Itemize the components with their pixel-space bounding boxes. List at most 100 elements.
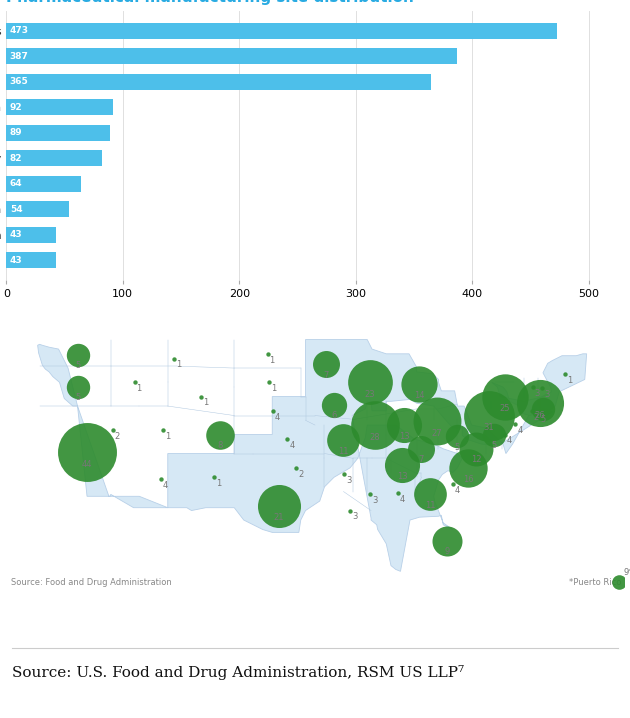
Point (72, 381, 83, 393)
Text: 43: 43 (10, 230, 23, 239)
Point (268, 405, 278, 416)
Point (340, 469, 350, 480)
Text: 89: 89 (10, 129, 23, 137)
Point (329, 399, 339, 411)
Text: 26: 26 (535, 411, 546, 419)
Text: 4: 4 (289, 441, 295, 450)
Text: 3: 3 (534, 389, 540, 398)
Point (448, 478, 458, 490)
Point (338, 434, 348, 446)
Point (484, 410, 494, 421)
Bar (6, 201, 69, 217)
Point (416, 443, 427, 454)
Point (535, 398, 545, 409)
Text: 4: 4 (507, 437, 512, 445)
Point (442, 535, 452, 546)
Text: 11: 11 (425, 501, 435, 510)
Text: 64: 64 (10, 180, 23, 188)
Point (510, 419, 520, 430)
Bar (6, 23, 558, 39)
Text: 13: 13 (397, 472, 408, 480)
Text: 4: 4 (455, 486, 460, 495)
Text: Source: Food and Drug Administration: Source: Food and Drug Administration (11, 577, 172, 587)
Text: Source: U.S. Food and Drug Administration, RSM US LLP⁷: Source: U.S. Food and Drug Administratio… (13, 665, 464, 680)
Point (365, 489, 375, 500)
Bar (6, 99, 113, 115)
Polygon shape (38, 340, 587, 572)
Point (425, 489, 435, 500)
Point (527, 381, 537, 393)
Text: 82: 82 (10, 154, 22, 163)
Text: 2: 2 (534, 413, 539, 421)
Text: 1: 1 (176, 360, 181, 370)
Text: 387: 387 (10, 52, 29, 61)
Text: 8: 8 (217, 441, 222, 450)
Point (488, 429, 498, 440)
Point (432, 416, 442, 427)
Text: 27: 27 (432, 429, 442, 438)
Text: 31: 31 (483, 423, 494, 432)
Text: 14: 14 (415, 391, 425, 400)
Bar (6, 227, 57, 243)
Point (560, 368, 570, 380)
Text: *Puerto Rico: *Puerto Rico (570, 577, 622, 587)
Point (345, 505, 355, 516)
Text: 3: 3 (346, 476, 352, 485)
Point (74, 349, 84, 360)
Text: 1: 1 (203, 398, 208, 407)
Point (614, 576, 624, 587)
Point (108, 424, 118, 436)
Point (130, 376, 140, 388)
Text: 9*: 9* (624, 568, 630, 577)
Point (282, 434, 292, 445)
Text: 7: 7 (324, 370, 329, 380)
Point (471, 443, 481, 454)
Text: 13: 13 (399, 432, 410, 441)
Text: 3: 3 (352, 513, 357, 521)
Text: 1: 1 (270, 355, 275, 365)
Point (209, 472, 219, 483)
Point (527, 405, 537, 416)
Text: 21: 21 (273, 513, 284, 522)
Bar (6, 49, 457, 65)
Text: 1: 1 (137, 384, 142, 393)
Text: 92: 92 (10, 103, 23, 112)
Text: 4: 4 (163, 481, 168, 490)
Text: 7: 7 (419, 455, 424, 464)
Text: 473: 473 (10, 27, 29, 35)
Text: 1: 1 (165, 432, 170, 441)
Point (82, 446, 92, 457)
Text: 3: 3 (544, 390, 549, 399)
Point (463, 462, 473, 474)
Text: 5: 5 (76, 361, 81, 370)
Text: 9: 9 (444, 547, 450, 556)
Text: 5: 5 (541, 415, 546, 424)
Text: 1: 1 (216, 479, 222, 488)
Point (537, 382, 547, 393)
Text: 4: 4 (517, 426, 522, 435)
Point (452, 431, 462, 442)
Text: 4: 4 (399, 495, 405, 504)
Point (265, 376, 275, 388)
Bar (6, 176, 81, 192)
Text: 25: 25 (500, 404, 510, 413)
Point (415, 378, 425, 390)
Text: 43: 43 (10, 256, 23, 265)
Text: 28: 28 (370, 432, 380, 442)
Text: Pharmaceutical manufacturing site distribution: Pharmaceutical manufacturing site distri… (6, 0, 414, 6)
Bar (6, 74, 432, 90)
Point (321, 358, 331, 370)
Text: 11: 11 (338, 447, 349, 456)
Text: 5: 5 (75, 393, 80, 402)
Point (398, 460, 408, 471)
Point (274, 500, 284, 511)
Point (196, 391, 206, 402)
Point (291, 462, 301, 474)
Bar (6, 252, 57, 268)
Point (156, 473, 166, 485)
Point (365, 376, 375, 388)
Text: 54: 54 (10, 205, 23, 214)
Bar (6, 150, 102, 166)
Point (399, 419, 410, 431)
Text: 1: 1 (272, 384, 277, 393)
